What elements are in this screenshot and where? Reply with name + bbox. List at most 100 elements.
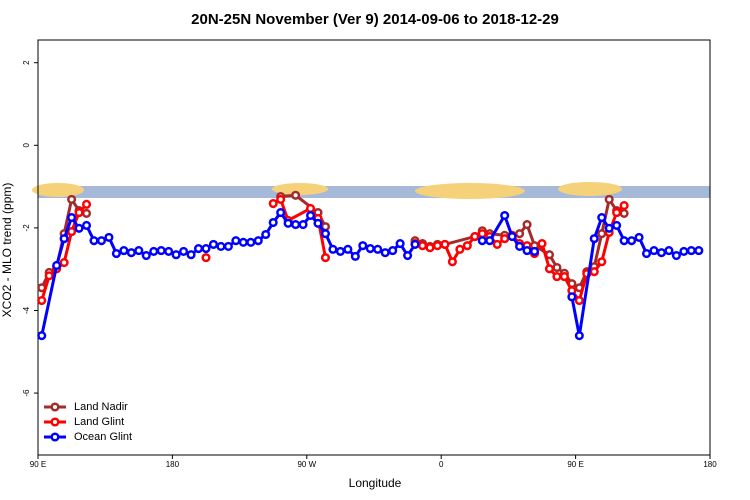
point: [641, 248, 652, 259]
point: [515, 241, 525, 252]
x-tick-label: 90 E: [567, 460, 583, 469]
point: [500, 234, 510, 244]
point: [432, 241, 443, 251]
point: [358, 241, 368, 251]
point: [208, 239, 219, 249]
point: [52, 260, 62, 271]
point: [619, 201, 629, 211]
point: [67, 213, 77, 223]
point: [193, 243, 204, 254]
point: [552, 272, 562, 282]
legend-label: Land Nadir: [74, 401, 128, 413]
point: [81, 208, 92, 218]
point: [37, 296, 47, 306]
point: [59, 258, 69, 268]
point: [67, 227, 77, 237]
point: [649, 246, 659, 256]
legend-swatch: [50, 432, 60, 442]
point: [537, 239, 547, 249]
point: [671, 251, 681, 261]
point: [455, 244, 465, 254]
point: [149, 246, 159, 256]
point: [246, 237, 256, 247]
point: [111, 248, 121, 259]
point: [171, 250, 181, 260]
point: [388, 246, 398, 256]
point: [567, 292, 577, 302]
y-tick-label: 0: [22, 143, 31, 148]
point: [686, 246, 696, 256]
point: [44, 271, 54, 281]
point: [500, 210, 510, 221]
point: [694, 246, 704, 256]
point: [597, 229, 607, 239]
map-strip: [32, 182, 710, 199]
x-tick-label: 90 W: [297, 460, 316, 469]
x-tick-label: 0: [439, 460, 444, 469]
point: [201, 243, 211, 254]
point: [223, 241, 233, 252]
point: [305, 203, 316, 214]
point: [320, 229, 331, 239]
point: [612, 220, 622, 230]
point: [298, 220, 308, 230]
point: [126, 248, 136, 258]
point: [261, 229, 271, 240]
point: [679, 246, 689, 256]
chart-title: 20N-25N November (Ver 9) 2014-09-06 to 2…: [191, 11, 559, 28]
point: [96, 236, 107, 246]
point: [597, 213, 607, 223]
point: [447, 257, 457, 267]
point: [627, 236, 637, 246]
point: [485, 236, 495, 246]
point: [141, 251, 151, 261]
y-axis-label: XCO2 - MLO trend (ppm): [0, 183, 14, 318]
point: [320, 253, 331, 263]
point: [380, 248, 390, 258]
point: [462, 241, 472, 251]
point: [253, 236, 263, 246]
y-tick-label: -6: [22, 389, 31, 397]
point: [440, 239, 450, 249]
y-tick-label: -2: [22, 224, 31, 232]
x-tick-label: 180: [166, 460, 180, 469]
x-axis-label: Longitude: [349, 476, 402, 490]
legend-label: Land Glint: [74, 416, 124, 428]
point: [470, 232, 480, 242]
point: [604, 194, 614, 204]
point: [179, 246, 189, 256]
point: [403, 251, 413, 261]
point: [589, 267, 599, 277]
point: [231, 236, 241, 246]
point: [156, 246, 166, 256]
y-tick-label: -4: [22, 306, 31, 314]
point: [619, 236, 629, 246]
point: [477, 236, 487, 246]
point: [81, 220, 92, 230]
point: [335, 246, 345, 256]
point: [492, 239, 502, 249]
point: [74, 208, 84, 218]
point: [328, 244, 338, 254]
x-tick-label: 180: [703, 460, 717, 469]
point: [515, 229, 525, 239]
point: [74, 223, 84, 233]
point: [529, 246, 540, 256]
point: [37, 331, 47, 341]
point: [268, 198, 278, 209]
point: [164, 246, 174, 256]
point: [89, 236, 99, 246]
point: [552, 262, 562, 273]
point: [81, 199, 92, 209]
point: [104, 232, 114, 242]
point: [417, 241, 428, 251]
point: [283, 218, 293, 228]
point: [656, 248, 667, 258]
legend-swatch: [50, 417, 60, 427]
point: [425, 243, 435, 253]
point: [544, 264, 555, 274]
legend-label: Ocean Glint: [74, 431, 132, 443]
point: [522, 246, 532, 256]
point: [612, 208, 622, 218]
